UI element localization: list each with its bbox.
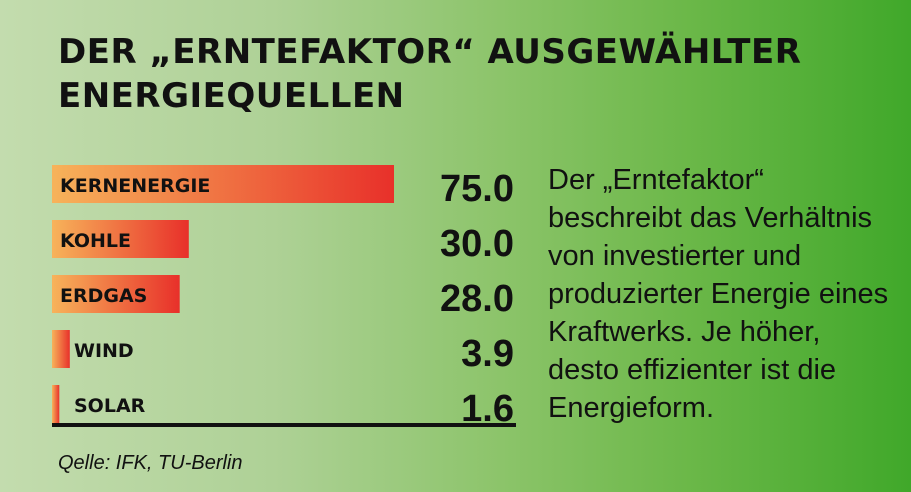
bar-label-wind: WIND bbox=[74, 340, 134, 362]
source-note: Qelle: IFK, TU-Berlin bbox=[58, 452, 243, 474]
bar-kohle bbox=[52, 220, 189, 258]
value-label-wind: 3.9 bbox=[461, 333, 514, 375]
bar-wind bbox=[52, 330, 70, 368]
bar-erdgas bbox=[52, 275, 180, 313]
bar-label-kernenergie: KERNENERGIE bbox=[60, 175, 210, 197]
chart-title: DER „ERNTEFAKTOR“ AUSGEWÄHLTER ENERGIEQU… bbox=[58, 32, 802, 116]
bar-label-kohle: KOHLE bbox=[60, 230, 131, 252]
description-text: Der „Erntefaktor“ beschreibt das Verhält… bbox=[548, 164, 889, 424]
bars-layer: KERNENERGIE 75.0 KOHLE 30.0 ERDGAS 28.0 WIND 3.… bbox=[52, 165, 514, 430]
bar-label-solar: SOLAR bbox=[74, 395, 146, 417]
value-label-kernenergie: 75.0 bbox=[440, 168, 514, 210]
bar-kernenergie bbox=[52, 165, 394, 203]
bar-label-erdgas: ERDGAS bbox=[60, 285, 147, 307]
value-label-kohle: 30.0 bbox=[440, 223, 514, 265]
value-label-erdgas: 28.0 bbox=[440, 278, 514, 320]
bar-solar bbox=[52, 385, 60, 423]
